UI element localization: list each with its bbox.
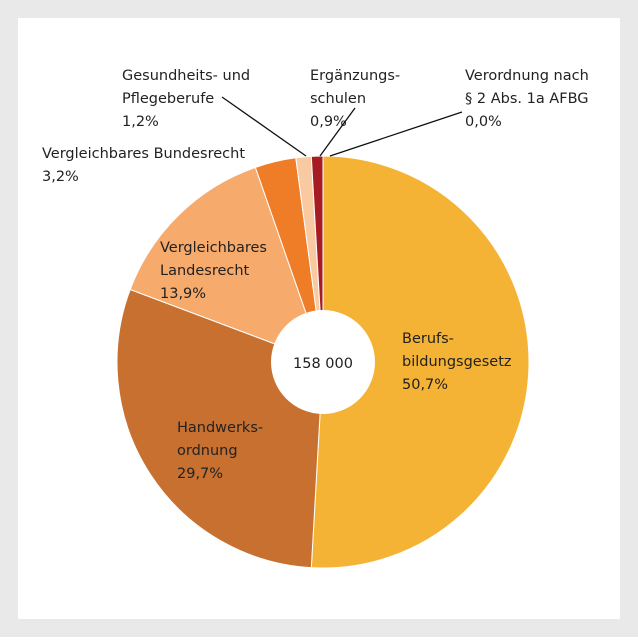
leader-line [329, 111, 463, 157]
slice-label: Berufs- [402, 331, 454, 347]
value-label: 0,0% [465, 114, 502, 130]
slice-label: Verordnung nach [465, 68, 589, 84]
value-label: 50,7% [402, 377, 448, 393]
value-label: 3,2% [42, 169, 79, 185]
slice [129, 166, 324, 363]
center-label: 158 000 [293, 356, 353, 372]
slice-label: Landesrecht [160, 263, 250, 279]
slice-label: schulen [310, 91, 366, 107]
slice [310, 155, 530, 569]
value-label: 1,2% [122, 114, 159, 130]
leader-line [319, 107, 356, 157]
slice-label: Gesundheits- und [122, 68, 250, 84]
slice-label: bildungsgesetz [402, 354, 512, 370]
value-label: 29,7% [177, 466, 223, 482]
slice-label: Vergleichbares [160, 240, 267, 256]
slice-label: Handwerks- [177, 420, 263, 436]
slice-label: Vergleichbares Bundesrecht [42, 146, 245, 162]
slice-label: ordnung [177, 443, 238, 459]
leader-line [221, 96, 307, 157]
slice-label: § 2 Abs. 1a AFBG [465, 91, 589, 107]
slice-label: Ergänzungs- [310, 68, 400, 84]
slice-label: Pflegeberufe [122, 91, 214, 107]
value-label: 0,9% [310, 114, 347, 130]
value-label: 13,9% [160, 286, 206, 302]
donut-hole [271, 310, 375, 414]
